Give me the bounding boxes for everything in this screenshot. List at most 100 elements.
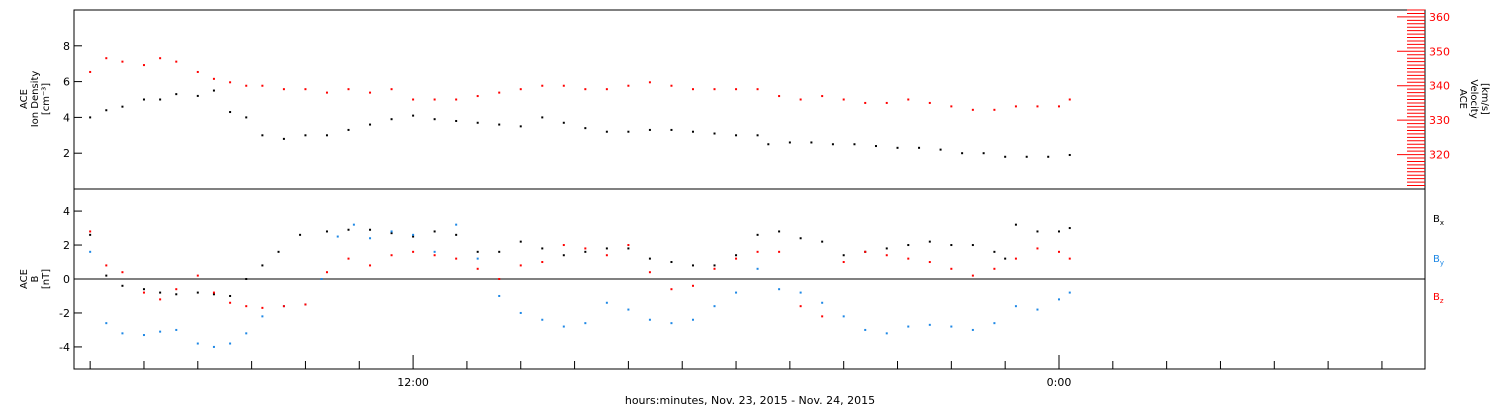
by-point	[670, 322, 673, 325]
bottom-left-label-3: [nT]	[41, 269, 52, 289]
top-right-label-3: [km/s]	[1479, 83, 1490, 115]
bottom-left-axis: -4 -2 0 2 4	[59, 205, 82, 354]
by-point	[336, 235, 339, 238]
density-point	[874, 145, 877, 148]
bz-point	[1014, 257, 1017, 260]
velocity-point	[196, 70, 199, 73]
bx-point	[1068, 227, 1071, 230]
by-point	[412, 233, 415, 236]
by-point	[212, 345, 215, 348]
bx-point	[627, 247, 630, 250]
by-point	[648, 318, 651, 321]
velocity-point	[971, 108, 974, 111]
bx-point	[584, 250, 587, 253]
velocity-point	[541, 84, 544, 87]
density-point	[519, 125, 522, 128]
bz-point	[799, 305, 802, 308]
velocity-point	[735, 88, 738, 91]
bottom-left-tick-label: 4	[63, 205, 70, 218]
velocity-point	[842, 98, 845, 101]
density-point	[691, 130, 694, 133]
bx-point	[605, 247, 608, 250]
density-point	[627, 130, 630, 133]
bz-point	[928, 261, 931, 264]
by-point	[519, 311, 522, 314]
by-point	[476, 257, 479, 260]
top-right-tick-label: 340	[1429, 80, 1450, 93]
top-panel: 2 4 6 8 320 330 340 350 360 ACE Ion Density [cm…	[19, 9, 1490, 190]
by-point	[950, 325, 953, 328]
by-point	[320, 278, 323, 280]
density-point	[562, 121, 565, 124]
by-point	[261, 315, 264, 318]
bx-point	[778, 230, 781, 233]
by-point	[713, 305, 716, 308]
by-point	[142, 334, 145, 337]
bz-point	[325, 271, 328, 274]
bx-point	[196, 291, 199, 294]
top-left-tick-label: 8	[63, 40, 70, 53]
velocity-point	[799, 98, 802, 101]
bx-point	[325, 230, 328, 233]
bx-point	[735, 254, 738, 257]
bz-point	[196, 274, 199, 277]
top-series	[89, 57, 1071, 158]
velocity-point	[584, 88, 587, 91]
x-tick-label: 12:00	[397, 376, 429, 389]
by-point	[691, 318, 694, 321]
by-point	[735, 291, 738, 294]
by-point	[885, 332, 888, 335]
bz-point	[89, 230, 92, 233]
bz-point	[455, 257, 458, 260]
bz-point	[175, 288, 178, 291]
top-right-tick-label: 330	[1429, 114, 1450, 127]
by-point	[756, 267, 759, 270]
bz-point	[993, 267, 996, 270]
velocity-point	[245, 84, 248, 87]
by-point	[245, 332, 248, 335]
by-point	[821, 301, 824, 304]
bx-point	[245, 278, 248, 280]
bz-point	[476, 267, 479, 270]
by-point	[864, 328, 867, 331]
by-point	[352, 223, 355, 226]
by-point	[605, 301, 608, 304]
velocity-point	[390, 88, 393, 91]
density-point	[1025, 155, 1028, 158]
bz-point	[842, 261, 845, 264]
bx-point	[498, 250, 501, 253]
velocity-point	[993, 108, 996, 111]
top-right-axis: 320 330 340 350 360	[1397, 9, 1450, 190]
by-point	[229, 342, 232, 345]
bx-point	[277, 250, 280, 253]
top-panel-frame	[73, 9, 1426, 190]
bx-point	[1004, 257, 1007, 260]
by-point	[562, 325, 565, 328]
velocity-point	[713, 88, 716, 91]
velocity-point	[159, 57, 162, 60]
density-point	[961, 152, 964, 155]
velocity-point	[1036, 105, 1039, 108]
by-point	[175, 328, 178, 331]
velocity-point	[347, 88, 350, 91]
top-left-label-2: Ion Density	[30, 71, 41, 128]
density-point	[831, 143, 834, 146]
bz-point	[229, 301, 232, 304]
by-point	[105, 322, 108, 325]
density-point	[347, 128, 350, 131]
x-axis-ticks	[89, 355, 1383, 369]
bz-point	[1057, 250, 1060, 253]
bx-point	[121, 284, 124, 287]
velocity-point	[562, 84, 565, 87]
bz-point	[105, 264, 108, 267]
bz-point	[245, 305, 248, 308]
legend-entry-z: Bz	[1433, 292, 1444, 305]
by-point	[971, 328, 974, 331]
by-point	[196, 342, 199, 345]
velocity-point	[928, 101, 931, 104]
bz-point	[159, 298, 162, 301]
top-right-label-2: Velocity	[1468, 79, 1479, 118]
by-point	[390, 230, 393, 233]
bz-point	[584, 247, 587, 250]
